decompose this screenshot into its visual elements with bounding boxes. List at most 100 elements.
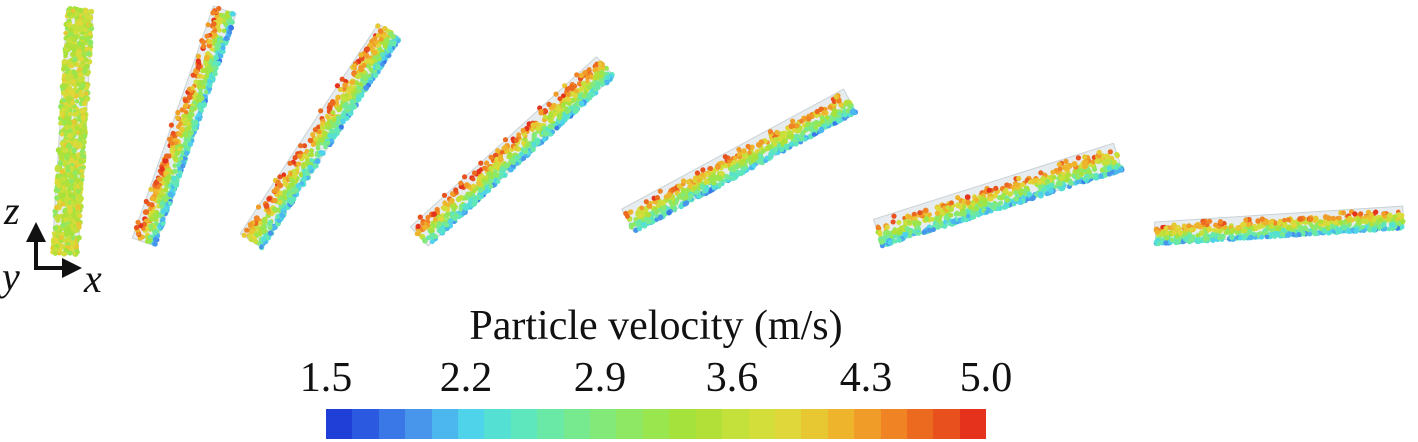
particle: [717, 182, 723, 187]
particle: [319, 125, 326, 131]
particle: [73, 87, 78, 92]
particle: [1048, 188, 1054, 194]
particle: [703, 178, 710, 185]
particle: [1106, 171, 1112, 177]
particle: [566, 108, 572, 114]
particle: [548, 118, 553, 124]
particle: [347, 110, 354, 117]
particle: [212, 28, 218, 34]
particle: [482, 190, 488, 196]
particle: [331, 123, 337, 129]
particle: [223, 35, 230, 42]
particle: [597, 61, 603, 67]
particle: [148, 186, 154, 192]
particle: [453, 187, 459, 193]
particle: [167, 136, 173, 142]
particle: [159, 170, 164, 176]
particle: [639, 205, 645, 211]
particle: [310, 131, 316, 138]
particle: [943, 215, 949, 220]
particle: [586, 67, 592, 72]
particle: [159, 190, 165, 195]
particle: [301, 176, 308, 182]
particle: [757, 158, 763, 164]
particle: [811, 132, 817, 137]
particle: [152, 236, 159, 243]
particle: [1318, 219, 1324, 225]
particle: [59, 131, 65, 137]
particle: [906, 214, 912, 220]
particle: [924, 216, 929, 222]
particle: [168, 122, 174, 128]
particle: [185, 146, 191, 152]
particle: [714, 163, 721, 170]
particle: [71, 226, 77, 233]
particle: [1291, 222, 1298, 229]
particle: [66, 22, 72, 28]
particle: [666, 210, 672, 216]
particle: [361, 63, 367, 68]
particle: [451, 207, 457, 212]
particle: [513, 137, 519, 143]
colorbar-segment: [510, 409, 538, 439]
particle: [281, 172, 287, 177]
particle: [747, 150, 752, 155]
particle: [324, 121, 330, 127]
particle: [307, 137, 314, 144]
particle: [190, 72, 196, 78]
particle: [996, 202, 1001, 207]
particle: [353, 80, 360, 86]
particle: [65, 95, 72, 102]
particle: [63, 124, 69, 130]
particle: [358, 52, 364, 58]
particle: [470, 176, 476, 182]
particle: [182, 141, 188, 146]
particle: [751, 163, 757, 169]
particle: [950, 218, 957, 225]
particle: [507, 151, 513, 157]
particle: [1273, 230, 1279, 237]
particle: [1358, 211, 1364, 217]
particle: [1213, 228, 1219, 233]
particle: [61, 83, 67, 89]
particle: [73, 125, 80, 131]
particle: [323, 144, 328, 150]
particle: [287, 160, 293, 166]
particle: [441, 192, 448, 198]
particle: [381, 34, 387, 39]
particle: [503, 172, 508, 178]
particle: [1264, 234, 1270, 240]
particle: [1399, 224, 1405, 230]
particle: [58, 235, 64, 240]
particle: [832, 121, 837, 126]
particle: [448, 197, 455, 204]
particle: [62, 159, 69, 166]
particle: [212, 60, 219, 66]
particle: [52, 246, 58, 253]
particle: [379, 62, 385, 67]
particle: [890, 219, 896, 225]
particle: [891, 213, 897, 219]
particle: [745, 143, 751, 149]
particle: [1196, 236, 1202, 242]
particle: [436, 221, 443, 227]
particle: [253, 215, 260, 222]
colorbar-segment: [326, 409, 353, 439]
colorbar-tick-label: 3.6: [705, 355, 759, 401]
particle: [1377, 217, 1384, 223]
particle: [211, 70, 218, 77]
colorbar-tick-label: 2.2: [439, 355, 493, 401]
particle: [195, 53, 201, 59]
particle: [63, 247, 68, 253]
particle: [213, 54, 220, 61]
particle: [64, 115, 71, 121]
particle: [316, 153, 321, 159]
particle: [314, 158, 321, 165]
particle: [448, 218, 454, 224]
tube-panel: [872, 142, 1125, 249]
particle: [78, 182, 84, 188]
particle: [1362, 218, 1369, 225]
particle: [1321, 228, 1328, 234]
particle: [80, 115, 87, 121]
particle: [813, 124, 819, 130]
